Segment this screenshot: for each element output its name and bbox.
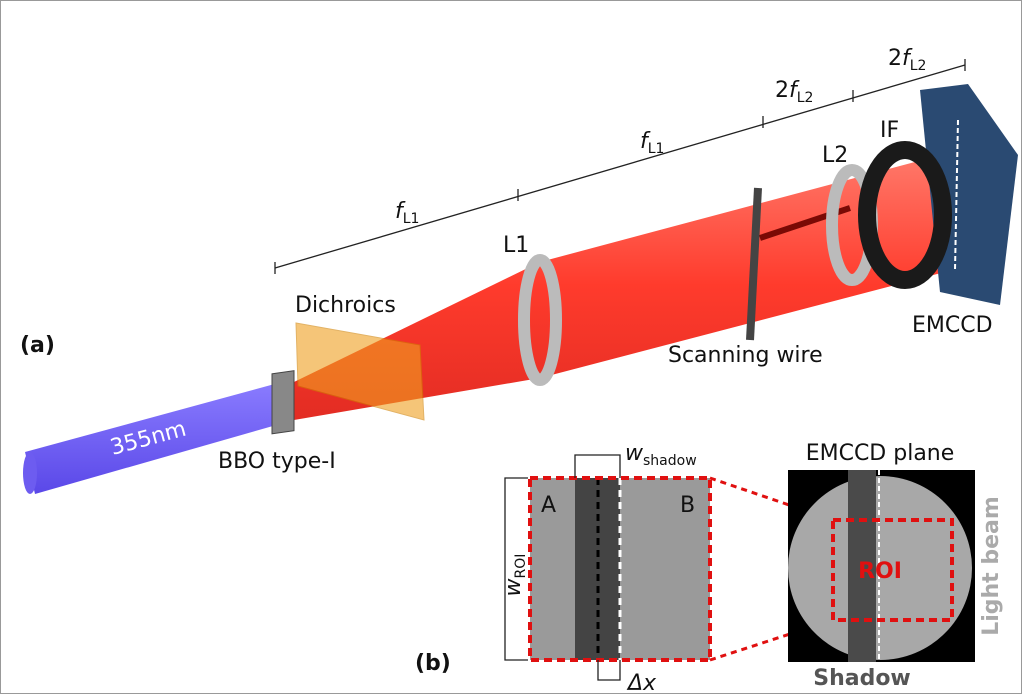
distance-label: fL1 <box>640 129 664 157</box>
if-label: IF <box>880 118 899 143</box>
offset-label: Δx <box>626 671 657 694</box>
emccd-label: EMCCD <box>912 313 993 338</box>
diagram: 355nm fL1 fL1 2fL2 2fL2 Dichroics L1 L2 … <box>0 0 1022 694</box>
region-b: B <box>680 493 695 518</box>
l2-label: L2 <box>822 143 848 168</box>
dichroics-label: Dichroics <box>295 293 396 318</box>
uv-beam-end <box>23 452 37 494</box>
bbo-crystal <box>272 371 294 434</box>
crystal-label: BBO type-I <box>218 449 336 474</box>
shadow-width-label: wshadow <box>625 441 697 469</box>
shadow-label: Shadow <box>813 666 911 691</box>
distance-label: fL1 <box>395 199 419 227</box>
panel-label: (b) <box>415 651 451 676</box>
beam-label: Light beam <box>979 496 1004 636</box>
roi-label: ROI <box>858 559 902 584</box>
wire-label: Scanning wire <box>668 343 823 368</box>
distance-label: 2fL2 <box>888 46 926 74</box>
panel-label: (a) <box>20 333 55 358</box>
distance-label: 2fL2 <box>775 78 813 106</box>
plane-title: EMCCD plane <box>806 441 955 466</box>
region-a: A <box>541 493 556 518</box>
l1-label: L1 <box>503 233 529 258</box>
